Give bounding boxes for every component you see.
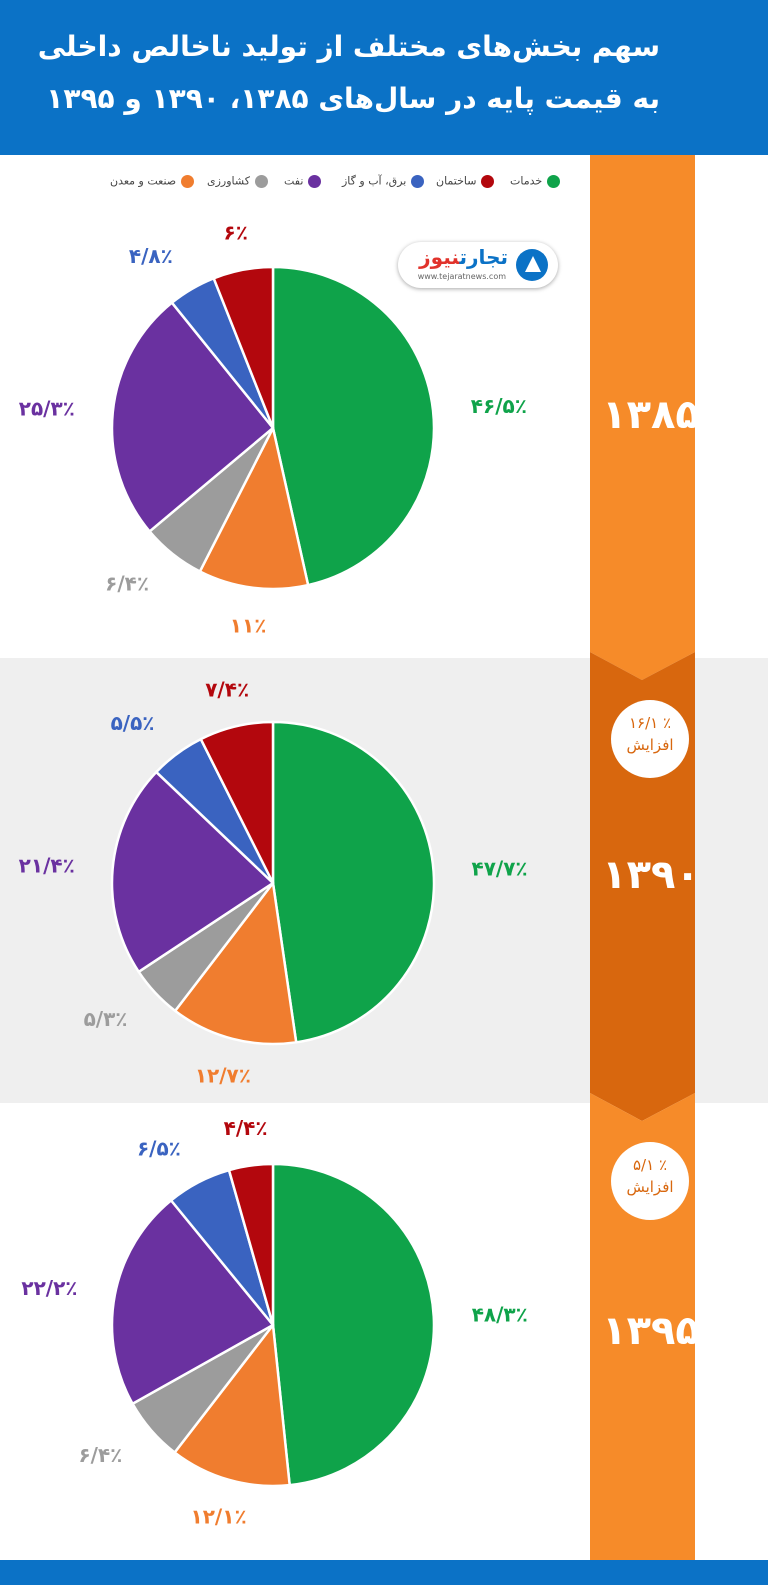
slice-label-industry: ۱۲/۱٪ [191, 1504, 247, 1528]
legend-item-oil: نفت [284, 174, 322, 194]
rail-segment-1385 [590, 155, 695, 680]
pie-slice-services [271, 720, 436, 1044]
pie-chart-1385: ۴۶/۵٪ ۱۱٪ ۶/۴٪ ۲۵/۳٪ ۴/۸٪ ۶٪ [19, 221, 527, 638]
pie-chart-1390: ۴۷/۷٪ ۱۲/۷٪ ۵/۳٪ ۲۱/۴٪ ۵/۵٪ ۷/۴٪ [19, 677, 528, 1088]
legend-swatch [411, 174, 425, 188]
legend-item-industry: صنعت و معدن [110, 174, 195, 194]
pie-slice-construction [199, 720, 275, 885]
legend-item-agriculture: کشاورزی [207, 174, 268, 194]
chart-title-line2: به قیمت پایه در سال‌های ۱۳۸۵، ۱۳۹۰ و ۱۳۹… [46, 82, 660, 115]
pie-slice-oil [110, 770, 275, 974]
legend-swatch [254, 174, 268, 188]
legend-item-services: خدمات [510, 174, 561, 194]
slice-label-construction: ۶٪ [223, 221, 247, 245]
slice-label-construction: ۴/۴٪ [224, 1116, 268, 1140]
slice-label-industry: ۱۱٪ [230, 613, 267, 637]
slice-label-oil: ۲۲/۲٪ [21, 1276, 77, 1300]
slice-label-services: ۴۶/۵٪ [471, 394, 527, 418]
pie-chart-1395: ۴۸/۳٪ ۱۲/۱٪ ۶/۴٪ ۲۲/۲٪ ۶/۵٪ ۴/۴٪ [21, 1116, 528, 1529]
pie-slice-construction [227, 1162, 275, 1327]
pie-slice-oil [110, 301, 275, 533]
increase-badge-1395: ٪ ۵/۱ افزایش [611, 1142, 689, 1220]
tejaratnews-logo: تجارتنیوز www.tejaratnews.com [398, 242, 558, 288]
slice-label-agriculture: ۶/۴٪ [78, 1443, 122, 1467]
logo-mark-icon [516, 249, 548, 281]
slice-label-oil: ۲۱/۴٪ [19, 854, 75, 878]
legend-swatch [481, 174, 495, 188]
slice-label-services: ۴۷/۷٪ [472, 857, 528, 881]
slice-label-agriculture: ۵/۳٪ [84, 1007, 128, 1031]
logo-name: تجارتنیوز [419, 245, 508, 269]
slice-label-agriculture: ۶/۴٪ [105, 572, 149, 596]
legend-item-utilities: برق، آب و گاز [342, 174, 425, 194]
increase-value: ٪ ۵/۱ [633, 1156, 667, 1174]
legend-item-construction: ساختمان [436, 174, 495, 194]
pie-slice-services [271, 1162, 436, 1487]
slice-label-utilities: ۶/۵٪ [137, 1137, 181, 1161]
slice-label-services: ۴۸/۳٪ [472, 1303, 528, 1327]
pie-slice-services [271, 265, 436, 587]
pie-slice-industry [173, 1323, 291, 1488]
increase-word: افزایش [626, 736, 674, 754]
pie-slice-construction [212, 265, 275, 430]
pie-slice-industry [173, 881, 298, 1046]
slice-label-construction: ۷/۴٪ [205, 677, 249, 701]
logo-site: www.tejaratnews.com [417, 272, 506, 281]
header-banner: سهم بخش‌های مختلف از تولید ناخالص داخلی … [0, 0, 768, 155]
increase-badge-1390: ٪ ۱۶/۱ افزایش [611, 700, 689, 778]
pie-slice-industry [198, 426, 310, 591]
year-label-1395: ۱۳۹۵ [602, 1308, 700, 1354]
slice-label-utilities: ۵/۵٪ [111, 711, 155, 735]
footer-bar [0, 1560, 768, 1585]
legend-swatch [547, 174, 561, 188]
year-label-1390: ۱۳۹۰ [602, 852, 700, 898]
legend-swatch [308, 174, 322, 188]
slice-label-industry: ۱۲/۷٪ [195, 1064, 251, 1088]
increase-value: ٪ ۱۶/۱ [628, 714, 672, 732]
increase-word: افزایش [626, 1178, 674, 1196]
legend-swatch [181, 174, 195, 188]
slice-label-utilities: ۴/۸٪ [129, 244, 173, 268]
slice-label-oil: ۲۵/۳٪ [19, 397, 75, 421]
pie-slice-oil [110, 1199, 275, 1405]
chart-title-line1: سهم بخش‌های مختلف از تولید ناخالص داخلی [37, 30, 660, 63]
year-label-1385: ۱۳۸۵ [602, 392, 700, 438]
